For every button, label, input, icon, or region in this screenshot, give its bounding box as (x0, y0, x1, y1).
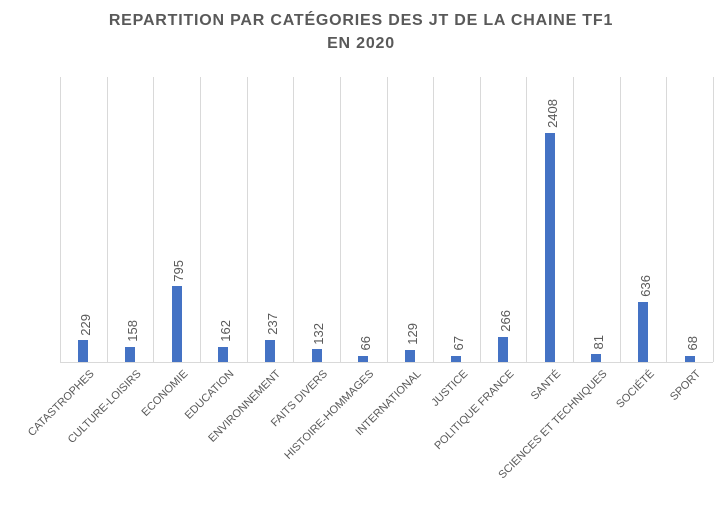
value-label: 158 (124, 320, 140, 342)
chart-title: REPARTITION PAR CATÉGORIES DES JT DE LA … (0, 9, 722, 55)
category-label: SANTÉ (528, 368, 564, 403)
category-label: POLITIQUE FRANCE (432, 368, 517, 453)
bar (264, 339, 275, 362)
bar (171, 286, 182, 362)
value-label: 129 (404, 323, 420, 345)
value-label: 237 (264, 312, 280, 335)
gridline (246, 77, 248, 362)
bar (311, 349, 322, 362)
bar (638, 301, 649, 362)
bar (78, 340, 89, 362)
gridline (153, 77, 155, 362)
bar (358, 355, 369, 362)
bar (591, 354, 602, 362)
category-label: HISTOIRE-HOMMAGES (282, 368, 377, 462)
category-label: ECONOMIE (139, 368, 191, 419)
value-label: 636 (637, 274, 653, 297)
value-label: 132 (311, 322, 327, 345)
gridline (106, 77, 108, 362)
value-label: 68 (684, 336, 700, 351)
value-label: 795 (171, 259, 187, 282)
bar (404, 349, 415, 362)
gridline (666, 77, 668, 362)
plot-area: 229 158 795 162 237 132 66 129 67 266 2408 81 636 68 (60, 77, 714, 363)
value-label: 266 (497, 310, 513, 332)
gridline (619, 77, 621, 362)
category-label: SOCIÉTÉ (613, 368, 657, 411)
bar (684, 355, 695, 362)
value-label: 81 (591, 334, 607, 350)
category-label: JUSTICE (429, 368, 470, 409)
bar (124, 347, 135, 362)
value-label: 162 (218, 319, 234, 342)
value-label: 66 (358, 336, 374, 351)
chart-title-line2: EN 2020 (327, 35, 395, 52)
bar (451, 355, 462, 362)
gridline (433, 77, 435, 362)
category-label: SPORT (668, 368, 704, 404)
bar (218, 346, 229, 362)
gridline (293, 77, 295, 362)
value-label: 229 (78, 313, 94, 336)
bar (544, 133, 555, 362)
gridline (386, 77, 388, 362)
value-label: 2408 (544, 99, 560, 129)
gridline (479, 77, 481, 362)
gridline (339, 77, 341, 362)
bar (498, 336, 509, 362)
gridline (199, 77, 201, 362)
gridline (573, 77, 575, 362)
value-label: 67 (451, 336, 467, 351)
gridline (60, 77, 61, 362)
gridline (526, 77, 528, 362)
chart-title-line1: REPARTITION PAR CATÉGORIES DES JT DE LA … (108, 12, 614, 29)
gridline (713, 77, 714, 362)
